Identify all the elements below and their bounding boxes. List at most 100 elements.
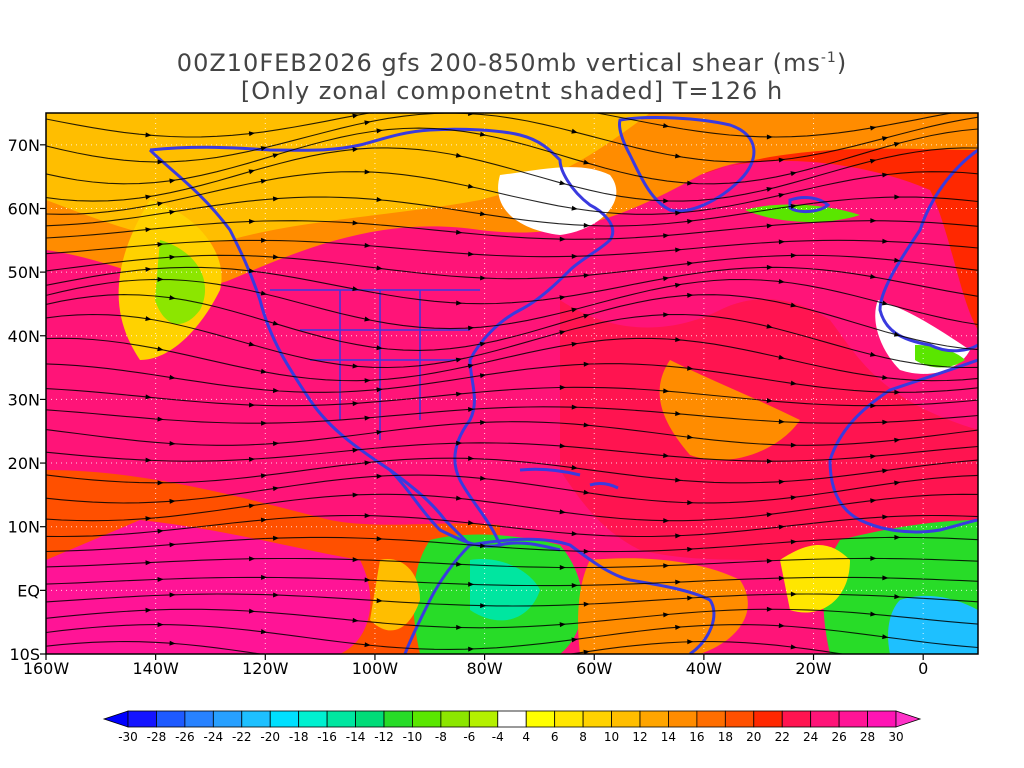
shade-pink-tropics — [46, 520, 371, 654]
streamline — [46, 113, 955, 138]
streamline-arrow — [675, 579, 682, 585]
streamline-arrow — [455, 152, 463, 158]
streamline — [46, 608, 978, 629]
streamline-arrow — [894, 194, 901, 200]
title-line-1-text: 00Z10FEB2026 gfs 200-850mb vertical shea… — [176, 49, 821, 77]
title-line-2: [Only zonal componetnt shaded] T=126 h — [240, 77, 784, 105]
streamline-arrow — [869, 158, 877, 164]
streamline — [46, 254, 978, 280]
streamline-arrow — [364, 513, 371, 519]
colorbar-label: 22 — [775, 730, 790, 744]
streamline-arrow — [260, 473, 268, 479]
streamline-arrow — [687, 639, 694, 645]
streamline-arrow — [687, 595, 694, 601]
streamline-arrow — [455, 229, 463, 235]
colorbar-swatch — [383, 710, 413, 728]
streamline-arrow — [766, 398, 773, 404]
colorbar-swatch — [554, 710, 584, 728]
streamline-arrow — [248, 268, 256, 274]
streamline-arrow — [145, 316, 152, 322]
streamline-arrow — [882, 419, 889, 425]
streamline-arrow — [455, 357, 463, 363]
streamline-arrow — [663, 312, 670, 318]
colorbar-label: 16 — [689, 730, 704, 744]
streamline-arrow — [571, 341, 578, 347]
streamline-arrow — [870, 403, 877, 409]
streamline-arrow — [157, 416, 164, 422]
streamline-arrow — [467, 363, 475, 369]
streamline-arrow — [662, 123, 670, 129]
colorbar-label: -12 — [374, 730, 394, 744]
streamline-arrow — [352, 447, 359, 453]
streamline-arrow — [157, 480, 164, 486]
streamline-arrow — [766, 606, 773, 612]
lat-label: 50N — [8, 263, 40, 282]
streamline-arrow — [882, 575, 889, 581]
colorbar-label: -14 — [346, 730, 366, 744]
streamline — [46, 196, 978, 227]
streamline-arrow — [273, 535, 280, 541]
map-plot-area — [46, 99, 978, 654]
streamline-arrow — [260, 629, 268, 635]
shade-orange-southatl — [578, 558, 748, 654]
colorbar-swatch — [525, 710, 556, 728]
streamline-arrow — [687, 365, 694, 371]
streamline-arrow — [376, 345, 383, 351]
streamline-arrow — [663, 453, 670, 459]
streamline-arrow — [663, 612, 670, 618]
colorbar-label: 20 — [746, 730, 761, 744]
coast-iceland — [788, 196, 831, 214]
streamline-arrow — [273, 592, 280, 598]
streamline-arrow — [364, 642, 371, 648]
streamline-arrow — [145, 194, 152, 200]
shade-teal-amazon — [470, 559, 540, 621]
streamline — [46, 576, 978, 587]
streamline-arrow — [662, 276, 670, 282]
streamline-arrow — [778, 157, 785, 163]
lat-label: 10N — [8, 518, 40, 537]
streamline-arrow — [376, 473, 383, 479]
streamline-arrow — [480, 419, 487, 425]
colorbar-label: -18 — [289, 730, 309, 744]
streamline-arrow — [376, 429, 383, 435]
colorbar-swatch — [127, 710, 157, 728]
streamline-arrow — [663, 198, 670, 204]
streamline-arrow — [571, 253, 578, 259]
streamline-arrow — [559, 330, 566, 336]
streamline-arrow — [778, 575, 785, 581]
streamline-arrow — [169, 374, 176, 380]
streamline — [46, 147, 978, 202]
colorbar-swatch — [269, 710, 300, 728]
streamline-arrow — [881, 300, 889, 306]
streamline-arrow — [766, 458, 773, 464]
streamline-arrow — [456, 99, 462, 104]
colorbar-swatch — [298, 710, 328, 728]
colorbar-label: -24 — [204, 730, 224, 744]
streamline-arrow — [352, 113, 359, 119]
streamline-arrow — [790, 171, 797, 177]
lon-label: 100W — [352, 659, 399, 678]
streamline-arrow — [468, 581, 475, 587]
streamline-arrow — [675, 624, 682, 630]
streamline-arrow — [790, 495, 797, 501]
colorbar-swatch — [753, 710, 783, 728]
streamline-arrow — [145, 132, 152, 138]
streamline-arrow — [352, 401, 359, 407]
streamline-arrow — [790, 203, 797, 209]
streamline-arrow — [468, 455, 475, 461]
streamline-arrow — [663, 518, 670, 524]
colorbar-swatch — [440, 710, 470, 728]
lat-label: 40N — [8, 327, 40, 346]
streamline-arrow — [456, 561, 463, 567]
streamline-arrow — [145, 227, 152, 233]
streamline — [46, 442, 978, 462]
colorbar-label: 6 — [551, 730, 559, 744]
streamline-arrow — [364, 378, 371, 384]
streamline-arrow — [455, 391, 463, 397]
streamline-arrow — [881, 136, 889, 142]
streamline-arrow — [455, 495, 463, 501]
colorbar-swatch — [468, 710, 499, 728]
streamline-arrow — [364, 169, 371, 175]
streamline-arrow — [480, 275, 487, 281]
